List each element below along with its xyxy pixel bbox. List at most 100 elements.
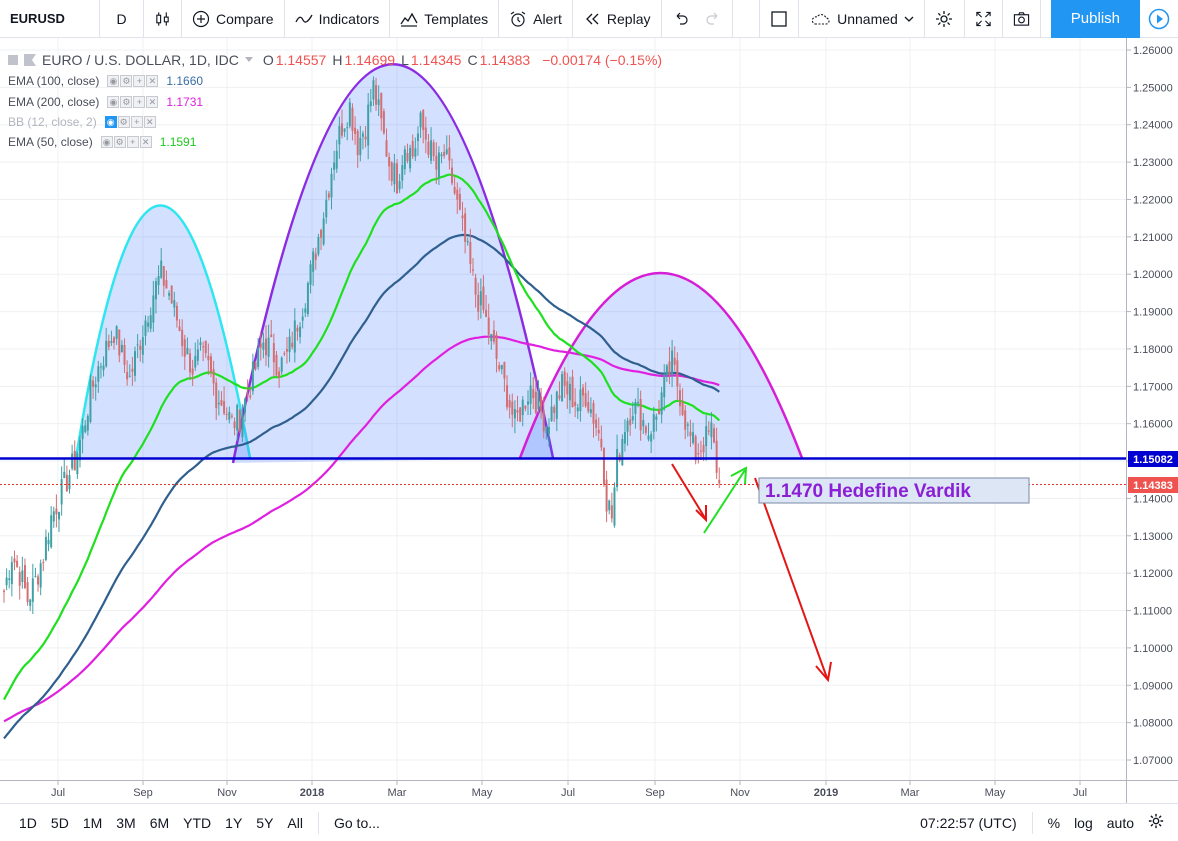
compare-button[interactable]: Compare — [182, 0, 285, 38]
candle — [398, 173, 401, 193]
range-1y[interactable]: 1Y — [225, 814, 243, 831]
candle — [385, 128, 388, 157]
candle — [474, 273, 477, 308]
settings-button[interactable] — [925, 0, 965, 38]
candle — [105, 327, 108, 368]
annotation-callout[interactable]: 1.1470 Hedefine Vardik — [758, 477, 1030, 504]
range-3m[interactable]: 3M — [116, 814, 136, 831]
candle — [416, 126, 419, 156]
publish-label: Publish — [1070, 10, 1120, 27]
candle — [558, 381, 561, 401]
price-tick-label: 1.08000 — [1133, 718, 1173, 730]
candle — [65, 465, 68, 493]
candle — [181, 319, 184, 357]
arrow-down-large[interactable] — [754, 477, 832, 683]
publish-button[interactable]: Publish — [1050, 0, 1140, 38]
legend-ema-200[interactable]: EMA (200, close) ◉ ⚙ + ✕ 1.1731 — [8, 95, 203, 109]
undo-icon[interactable] — [672, 10, 690, 28]
undo-redo-group — [662, 0, 733, 38]
left-shoulder-arc[interactable] — [76, 205, 250, 459]
candle — [270, 319, 273, 338]
price-tick-label: 1.14000 — [1133, 493, 1173, 505]
collapse-icon[interactable] — [8, 55, 18, 65]
fullscreen-square-button[interactable] — [759, 0, 800, 38]
candle — [120, 340, 123, 353]
price-tick-label: 1.12000 — [1133, 568, 1173, 580]
candle — [681, 388, 684, 417]
time-axis[interactable]: Jul Sep Nov 2018 Mar May Jul Sep Nov 2019 Mar May Ju… — [51, 780, 1087, 799]
candle — [304, 303, 307, 318]
candle — [102, 356, 105, 377]
auto-toggle[interactable]: auto — [1106, 814, 1134, 831]
candle — [482, 275, 485, 314]
legend-controls[interactable]: ◉ ⚙ + ✕ — [104, 116, 156, 128]
price-tick-label: 1.26000 — [1133, 45, 1173, 57]
range-5d[interactable]: 5D — [50, 814, 69, 831]
percent-toggle[interactable]: % — [1047, 814, 1061, 831]
candle — [673, 346, 676, 371]
layout-button[interactable]: Unnamed — [799, 0, 925, 38]
flag-icon[interactable] — [24, 54, 36, 66]
range-1m[interactable]: 1M — [82, 814, 103, 831]
candle — [149, 307, 152, 333]
candle — [697, 443, 700, 464]
chart-pane[interactable]: 1.26000 1.25000 1.24000 1.23000 1.22000 1.210… — [0, 38, 1178, 808]
price-tick-label: 1.19000 — [1133, 307, 1173, 319]
log-toggle[interactable]: log — [1074, 814, 1093, 831]
legend-ema-50[interactable]: EMA (50, close) ◉ ⚙ + ✕ 1.1591 — [8, 135, 196, 149]
candle — [157, 265, 160, 295]
candle — [369, 88, 372, 113]
candle — [477, 282, 480, 321]
legend-bb[interactable]: BB (12, close, 2) ◉ ⚙ + ✕ — [8, 115, 156, 129]
legend-ema-100[interactable]: EMA (100, close) ◉ ⚙ + ✕ 1.1660 — [8, 74, 203, 88]
snapshot-button[interactable] — [1003, 0, 1041, 38]
legend-controls[interactable]: ◉ ⚙ + ✕ — [107, 96, 159, 108]
arrow-up-green[interactable] — [703, 466, 748, 534]
candle — [432, 139, 435, 161]
candle — [280, 356, 283, 375]
utc-clock[interactable]: 07:22:57 (UTC) — [920, 814, 1017, 831]
candle — [542, 396, 545, 439]
candle — [60, 466, 63, 516]
goto-button[interactable]: Go to... — [333, 814, 380, 831]
play-button[interactable] — [1140, 0, 1178, 38]
candle — [128, 364, 131, 378]
legend-controls[interactable]: ◉ ⚙ + ✕ — [107, 75, 159, 87]
replay-button[interactable]: Replay — [573, 0, 662, 38]
templates-button[interactable]: Templates — [390, 0, 500, 38]
candle — [202, 341, 205, 362]
candle — [464, 207, 467, 254]
range-1d[interactable]: 1D — [19, 814, 37, 831]
chart-style-button[interactable] — [144, 0, 182, 38]
candle — [346, 122, 349, 141]
candle — [97, 360, 100, 393]
settings-button[interactable] — [1141, 813, 1178, 832]
fullscreen-button[interactable] — [965, 0, 1003, 38]
redo-icon[interactable] — [704, 10, 722, 28]
range-ytd[interactable]: YTD — [183, 814, 212, 831]
candle — [178, 319, 181, 332]
candle — [437, 146, 440, 186]
price-axis[interactable]: 1.26000 1.25000 1.24000 1.23000 1.22000 1.210… — [1126, 45, 1173, 767]
symbol-header: EURO / U.S. DOLLAR, 1D, IDC O 1.14557 H 1.… — [8, 52, 662, 68]
range-all[interactable]: All — [287, 814, 303, 831]
alert-button[interactable]: Alert — [499, 0, 573, 38]
change-value: −0.00174 (−0.15%) — [542, 52, 663, 68]
legend-controls[interactable]: ◉ ⚙ + ✕ — [100, 136, 152, 148]
candle — [265, 325, 267, 366]
dropdown-arrow-icon[interactable] — [244, 57, 253, 63]
time-tick-label: Jul — [561, 787, 575, 799]
candle — [527, 390, 529, 416]
range-6m[interactable]: 6M — [149, 814, 170, 831]
interval-button[interactable]: D — [100, 0, 144, 38]
price-chart[interactable]: 1.26000 1.25000 1.24000 1.23000 1.22000 1.210… — [0, 38, 1178, 803]
candle — [469, 228, 472, 274]
indicators-button[interactable]: Indicators — [285, 0, 391, 38]
range-5y[interactable]: 5Y — [256, 814, 274, 831]
legend-value: 1.1731 — [166, 95, 204, 109]
candle — [660, 386, 663, 424]
candle — [516, 395, 519, 422]
arrow-down-small[interactable] — [671, 463, 707, 523]
symbol-search[interactable]: EURUSD — [0, 0, 100, 38]
candle — [168, 290, 171, 301]
